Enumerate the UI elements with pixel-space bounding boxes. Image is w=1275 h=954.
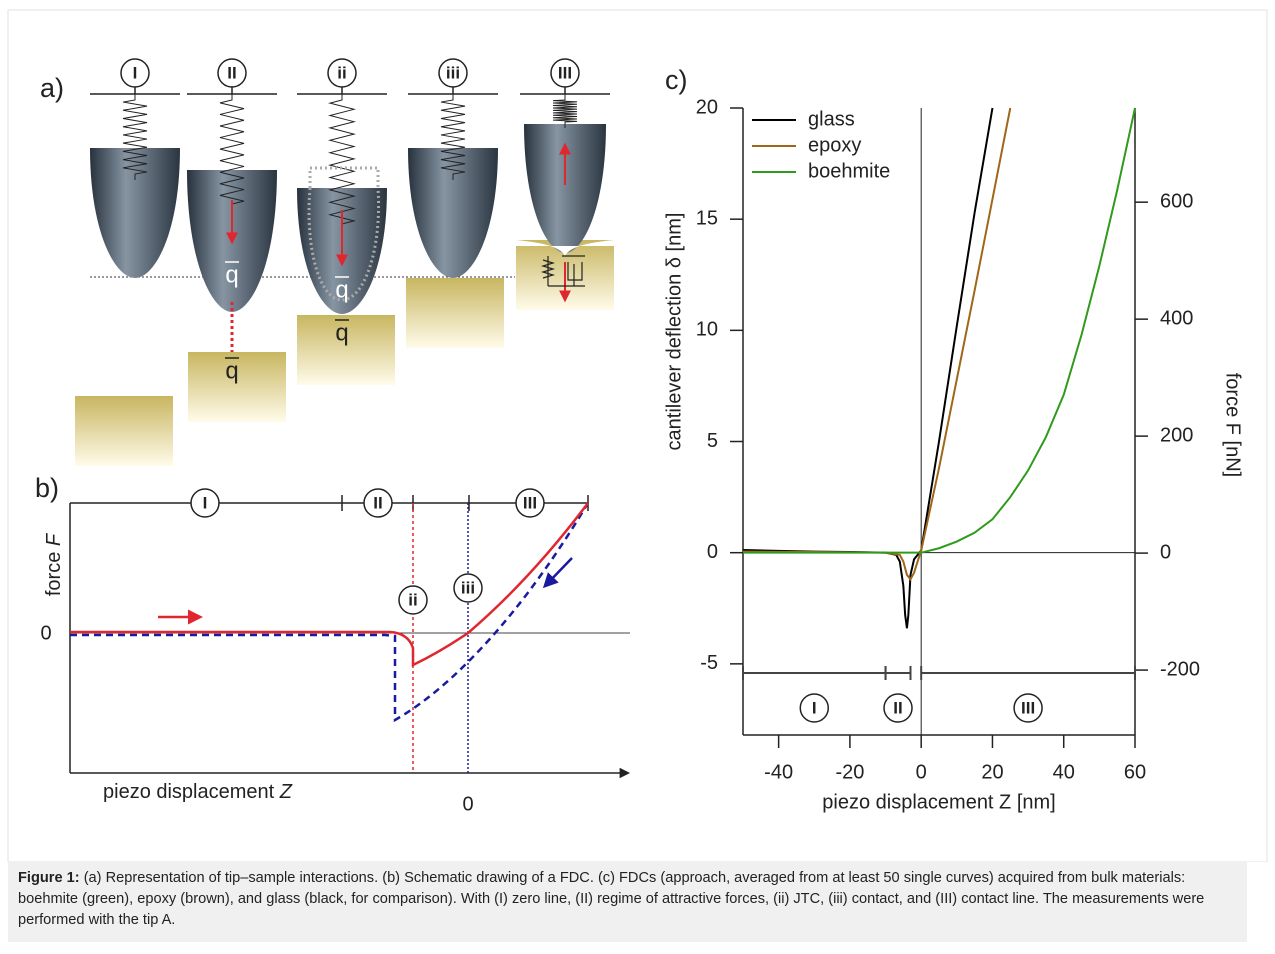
vector-label: q	[225, 261, 238, 288]
legend-label: boehmite	[808, 160, 890, 182]
label-circle	[398, 585, 428, 615]
x-tick-label: -20	[835, 761, 864, 783]
vector-label: q	[225, 357, 238, 384]
label-circle	[327, 58, 357, 88]
sample	[406, 278, 504, 348]
y-tick-label: 5	[707, 430, 718, 452]
circle-label: II	[373, 493, 382, 512]
x-axis-label: piezo displacement Z [nm]	[822, 791, 1055, 813]
y-tick-label: 15	[696, 207, 718, 229]
y-tick-label: 0	[707, 541, 718, 563]
y2-tick-label: -200	[1160, 658, 1200, 680]
zero-label: 0	[40, 622, 51, 644]
legend-label: epoxy	[808, 134, 861, 156]
label-circle	[120, 58, 150, 88]
label-circle	[550, 58, 580, 88]
circle-label: iii	[461, 578, 475, 597]
label-circle	[883, 693, 913, 723]
spring	[122, 94, 148, 180]
caption: Figure 1: (a) Representation of tip–samp…	[8, 862, 1247, 942]
sample	[297, 315, 395, 385]
label-var: Z	[279, 781, 293, 803]
label-circle	[515, 488, 545, 518]
x-tick-label: -40	[764, 761, 793, 783]
x-tick-label: 0	[916, 761, 927, 783]
circle-label: III	[558, 63, 572, 82]
sample-dip	[516, 240, 614, 256]
previous-outline	[307, 166, 381, 302]
sample	[75, 396, 173, 466]
circle-label: ii	[337, 63, 346, 82]
vector-label: q	[335, 319, 348, 346]
circle-label: II	[227, 63, 236, 82]
label-circle	[438, 58, 468, 88]
spring	[219, 94, 245, 210]
circle-label: III	[523, 493, 537, 512]
damper-symbol	[540, 255, 585, 287]
label-text: piezo displacement	[103, 781, 275, 803]
y-axis-label: force F	[43, 532, 65, 596]
circle-label: I	[812, 698, 817, 717]
panel-label: a)	[40, 73, 64, 103]
circle-label: iii	[446, 63, 460, 82]
label-circle	[217, 58, 247, 88]
x-tick-label: 20	[981, 761, 1003, 783]
label-var: F	[43, 532, 65, 546]
series-line	[743, 107, 1136, 554]
label-circle	[453, 573, 483, 603]
circle-label: ii	[408, 590, 417, 609]
tip	[90, 148, 180, 278]
label-circle	[1013, 693, 1043, 723]
panel-b: force F 0 piezo displacement Z 0	[40, 495, 631, 815]
x-tick-label: 40	[1053, 761, 1075, 783]
spring	[552, 94, 578, 128]
spring	[440, 94, 466, 180]
spring	[328, 94, 356, 230]
circle-label: III	[1021, 698, 1035, 717]
panel-label: c)	[665, 65, 688, 95]
y-tick-label: -5	[700, 652, 718, 674]
y2-tick-label: 400	[1160, 307, 1193, 329]
retract-curve	[70, 502, 590, 723]
approach-curve	[70, 502, 589, 667]
y2-axis-label: force F [nN]	[1222, 373, 1244, 477]
retract-arrow	[542, 557, 573, 589]
label-circle	[363, 488, 393, 518]
circle-label: II	[893, 698, 902, 717]
x-tick-label: 60	[1124, 761, 1146, 783]
y2-tick-label: 600	[1160, 190, 1193, 212]
x-axis-label: piezo displacement Z	[103, 781, 293, 803]
figure-frame	[7, 9, 1268, 863]
label-circle	[190, 488, 220, 518]
tip	[524, 124, 606, 253]
label-text: force	[43, 552, 65, 596]
series-line	[742, 107, 994, 629]
y2-tick-label: 0	[1160, 541, 1171, 563]
label-circle	[799, 693, 830, 723]
zero-label: 0	[462, 793, 473, 815]
panel-label: b)	[35, 473, 59, 503]
sample	[188, 352, 286, 422]
vector-label: q	[335, 276, 348, 303]
caption-lead: Figure 1:	[18, 870, 80, 886]
y2-tick-label: 200	[1160, 424, 1193, 446]
circle-label: I	[133, 63, 138, 82]
y-tick-label: 20	[696, 96, 718, 118]
caption-text: (a) Representation of tip–sample interac…	[18, 870, 1205, 928]
y-axis-label: cantilever deflection δ [nm]	[663, 213, 685, 451]
circle-label: I	[203, 493, 208, 512]
legend-label: glass	[808, 108, 855, 130]
y-tick-label: 10	[696, 319, 718, 341]
tip	[408, 148, 498, 278]
